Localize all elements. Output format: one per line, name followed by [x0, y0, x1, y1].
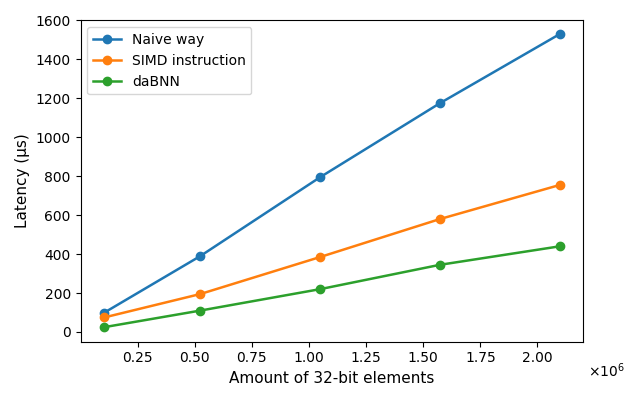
Y-axis label: Latency (μs): Latency (μs)	[15, 134, 30, 229]
Naive way	[316, 175, 324, 180]
Naive way	[556, 32, 563, 36]
SIMD instruction	[436, 217, 444, 221]
SIMD instruction	[316, 255, 324, 259]
Naive way	[100, 310, 108, 315]
Naive way	[436, 101, 444, 105]
daBNN	[436, 262, 444, 267]
Naive way	[196, 254, 204, 259]
daBNN	[100, 325, 108, 330]
daBNN	[196, 308, 204, 313]
SIMD instruction	[196, 292, 204, 296]
daBNN	[316, 287, 324, 292]
Line: SIMD instruction: SIMD instruction	[100, 181, 564, 322]
daBNN	[556, 244, 563, 249]
Line: Naive way: Naive way	[100, 30, 564, 317]
SIMD instruction	[556, 182, 563, 187]
Text: $\times10^6$: $\times10^6$	[588, 361, 625, 380]
Line: daBNN: daBNN	[100, 242, 564, 331]
SIMD instruction	[100, 315, 108, 320]
X-axis label: Amount of 32-bit elements: Amount of 32-bit elements	[229, 371, 435, 386]
Legend: Naive way, SIMD instruction, daBNN: Naive way, SIMD instruction, daBNN	[88, 27, 252, 95]
